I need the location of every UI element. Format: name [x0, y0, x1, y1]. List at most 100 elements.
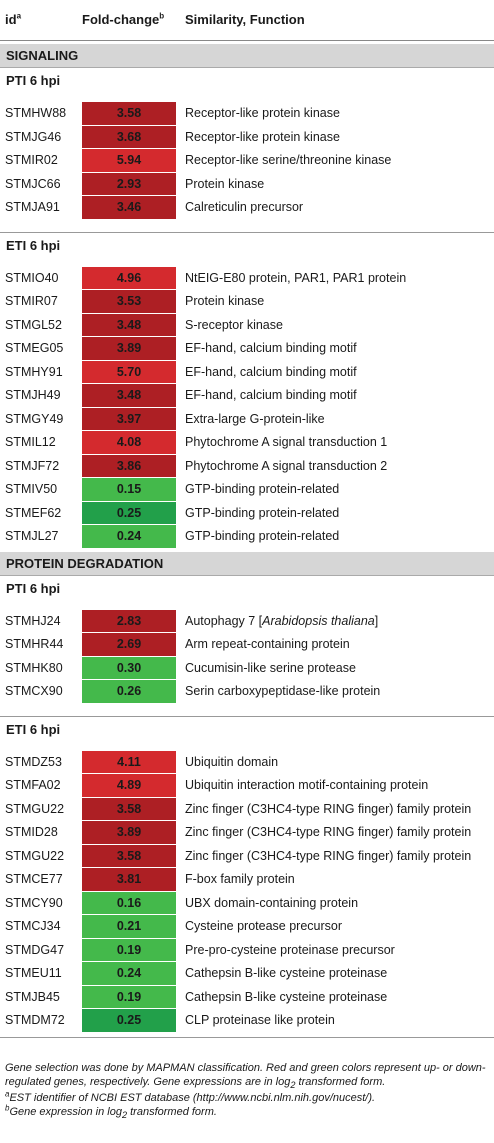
gene-id: STMHR44: [5, 637, 64, 651]
function-text-main: Ubiquitin domain: [185, 754, 279, 769]
function-text-main: Receptor-like protein kinase: [185, 129, 340, 144]
function-text: CLP proteinase like protein: [185, 1013, 335, 1027]
gene-id: STMIL12: [5, 435, 56, 449]
function-text-main: Cathepsin B-like cysteine proteinase: [185, 966, 388, 980]
function-text-main: Serin carboxypeptidase-like protein: [185, 684, 381, 698]
fold-change-cell: 5.70: [82, 360, 176, 384]
table-row: STMJL27 0.24 GTP-binding protein-related: [0, 525, 494, 549]
section-title: SIGNALING: [6, 48, 79, 63]
function-text-main: F-box family protein: [185, 872, 295, 886]
fold-change-cell: 3.97: [82, 407, 176, 431]
fold-change-cell: 3.48: [82, 384, 176, 408]
gene-id: STMIV50: [5, 482, 58, 496]
fold-change-cell: 4.89: [82, 774, 176, 798]
function-text: NtEIG-E80 protein, PAR1, PAR1 protein: [185, 271, 406, 285]
gene-id: STMHW88: [5, 106, 67, 120]
table-row: STMDM72 0.25 CLP proteinase like protein: [0, 1009, 494, 1033]
table-row: STMJA91 3.46 Calreticulin precursor: [0, 196, 494, 220]
function-text: Receptor-like protein kinase: [185, 130, 340, 144]
gene-id: STMJC66: [5, 176, 61, 191]
function-text-main: Calreticulin precursor: [185, 200, 304, 214]
table-row: STMEF62 0.25 GTP-binding protein-related: [0, 501, 494, 525]
footnote-main-text: Gene selection was done by MAPMAN classi…: [5, 1062, 486, 1088]
gene-id: STMJL27: [5, 529, 59, 543]
table-row: STMHW88 3.58 Receptor-like protein kinase: [0, 102, 494, 126]
function-text: EF-hand, calcium binding motif: [185, 388, 357, 402]
fold-change-cell: 0.21: [82, 915, 176, 939]
table-row: STMHJ24 2.83 Autophagy 7 [Arabidopsis thal…: [0, 609, 494, 633]
gene-id: STMJA91: [5, 200, 60, 214]
function-text: UBX domain-containing protein: [185, 896, 358, 910]
function-text: Phytochrome A signal transduction 1: [185, 435, 387, 449]
function-text-main: Cysteine protease precursor: [185, 919, 343, 933]
table-row: STMCJ34 0.21 Cysteine protease precursor: [0, 915, 494, 939]
gene-id: STMGY49: [5, 411, 64, 426]
table-row: STMJG46 3.68 Receptor-like protein kinase: [0, 125, 494, 149]
function-text: Pre-pro-cysteine proteinase precursor: [185, 943, 395, 957]
fold-change-cell: 0.19: [82, 985, 176, 1009]
gene-id: STMJF72: [5, 458, 60, 473]
footnote-main: Gene selection was done by MAPMAN classi…: [5, 1062, 491, 1092]
function-text-main: GTP-binding protein-related: [185, 482, 340, 496]
gene-id: STMDZ53: [5, 754, 62, 769]
function-text-main: Phytochrome A signal transduction 1: [185, 435, 388, 449]
table-row: STMCY90 0.16 UBX domain-containing protein: [0, 891, 494, 915]
gene-id: STMIR02: [5, 153, 58, 167]
table-row: STMJH49 3.48 EF-hand, calcium binding moti…: [0, 384, 494, 408]
table-row: STMHY91 5.70 EF-hand, calcium binding moti…: [0, 360, 494, 384]
function-text: Cathepsin B-like cysteine proteinase: [185, 990, 387, 1004]
function-text: Extra-large G-protein-like: [185, 412, 325, 426]
function-text: Zinc finger (C3HC4-type RING finger) fam…: [185, 825, 471, 839]
function-text: Ubiquitin domain: [185, 755, 278, 769]
footnote-main-end: transformed form.: [295, 1075, 386, 1088]
function-text: Calreticulin precursor: [185, 200, 303, 214]
gene-id: STMEF62: [5, 505, 62, 520]
table-row: STMGU22 3.58 Zinc finger (C3HC4-type RING …: [0, 844, 494, 868]
fold-change-cell: 3.48: [82, 313, 176, 337]
function-text: Phytochrome A signal transduction 2: [185, 459, 387, 473]
table-footnotes: Gene selection was done by MAPMAN classi…: [5, 1062, 491, 1123]
function-text-main: EF-hand, calcium binding motif: [185, 388, 357, 402]
group-header: PTI 6 hpi: [0, 68, 494, 102]
function-text: S-receptor kinase: [185, 318, 283, 332]
function-text-main: GTP-binding protein-related: [185, 529, 340, 543]
function-text-main: Extra-large G-protein-like: [185, 411, 325, 426]
gene-id: STMGU22: [5, 801, 65, 816]
function-text-main: Cathepsin B-like cysteine proteinase: [185, 989, 388, 1004]
table-row: STMJB45 0.19 Cathepsin B-like cysteine pro…: [0, 985, 494, 1009]
gene-id: STMCY90: [5, 895, 63, 910]
table-row: STMID28 3.89 Zinc finger (C3HC4-type RING …: [0, 821, 494, 845]
group-title: PTI 6 hpi: [6, 580, 61, 596]
table-row: STMDG47 0.19 Pre-pro-cysteine proteinase p…: [0, 938, 494, 962]
function-text: Serin carboxypeptidase-like protein: [185, 684, 380, 698]
function-text-main: EF-hand, calcium binding motif: [185, 341, 357, 355]
footnote-b-text: Gene expression in log: [9, 1105, 122, 1118]
fold-change-cell: 4.08: [82, 431, 176, 455]
gene-id: STMIO40: [5, 270, 59, 285]
gene-id: STMFA02: [5, 778, 61, 792]
header-id-label: id: [5, 12, 17, 27]
function-text-main: Phytochrome A signal transduction 2: [185, 458, 388, 473]
fold-change-cell: 0.15: [82, 478, 176, 502]
function-text: Autophagy 7 [Arabidopsis thaliana]: [185, 614, 378, 628]
gene-id: STMJB45: [5, 989, 60, 1004]
function-text-end: ]: [374, 613, 379, 628]
function-text-main: NtEIG-E80 protein, PAR1, PAR1 protein: [185, 270, 407, 285]
fold-change-cell: 3.89: [82, 821, 176, 845]
fold-change-cell: 3.58: [82, 797, 176, 821]
function-text-main: Protein kinase: [185, 294, 265, 308]
group-spacer: [0, 704, 494, 716]
header-fold-change: Fold-changeb: [82, 12, 164, 27]
table-row: STMHK80 0.30 Cucumisin-like serine proteas…: [0, 656, 494, 680]
table-row: STMIL12 4.08 Phytochrome A signal transduc…: [0, 431, 494, 455]
fold-change-cell: 0.24: [82, 525, 176, 549]
function-text: GTP-binding protein-related: [185, 506, 339, 520]
function-text: F-box family protein: [185, 872, 295, 886]
fold-change-cell: 3.81: [82, 868, 176, 892]
group-header: ETI 6 hpi: [0, 233, 494, 267]
function-text-main: Pre-pro-cysteine proteinase precursor: [185, 942, 395, 957]
function-text: Cucumisin-like serine protease: [185, 661, 356, 675]
table-row: STMCE77 3.81 F-box family protein: [0, 868, 494, 892]
function-text-main: Arm repeat-containing protein: [185, 637, 350, 651]
group-title: ETI 6 hpi: [6, 721, 61, 737]
